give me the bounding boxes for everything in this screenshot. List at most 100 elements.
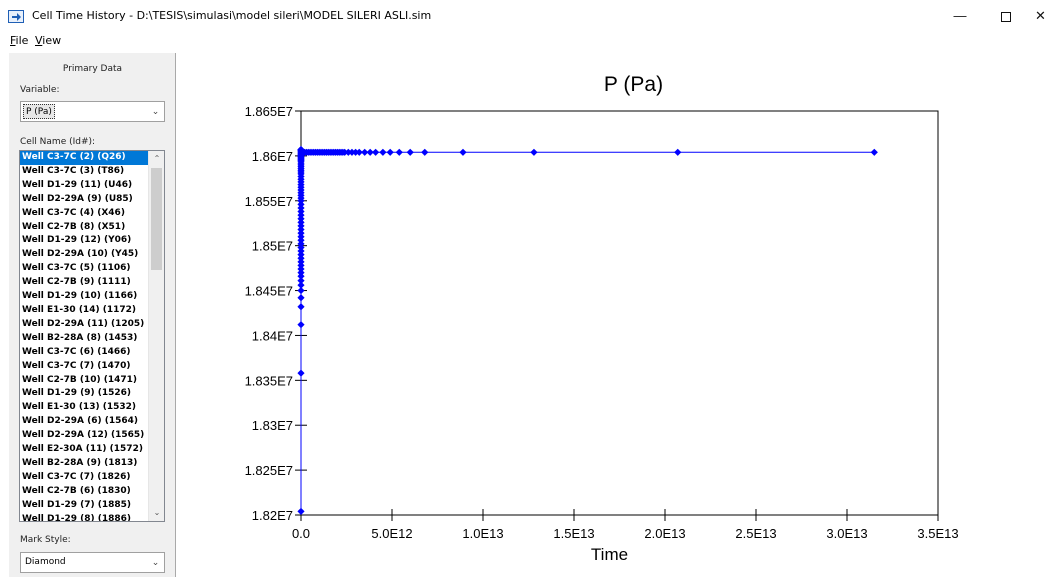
list-item[interactable]: Well B2-28A (9) (1813)	[22, 457, 138, 468]
window-title: Cell Time History - D:\TESIS\simulasi\mo…	[32, 9, 432, 22]
variable-select-value: P (Pa)	[23, 104, 55, 119]
list-item[interactable]: Well D2-29A (6) (1564)	[22, 416, 139, 427]
x-axis-label: Time	[591, 545, 628, 564]
list-item[interactable]: Well C3-7C (2) (Q26)	[20, 151, 149, 165]
y-tick-label: 1.84E7	[252, 328, 293, 343]
y-tick-label: 1.86E7	[252, 149, 293, 164]
series-line	[300, 147, 875, 512]
y-tick-label: 1.85E7	[252, 239, 293, 254]
list-item[interactable]: Well D1-29 (11) (U46)	[22, 179, 133, 190]
mark-style-select-value: Diamond	[25, 557, 66, 567]
data-point-diamond	[297, 277, 305, 285]
menu-view[interactable]: View	[35, 34, 61, 47]
list-item[interactable]: Well E1-30 (14) (1172)	[22, 304, 136, 315]
x-tick-label: 2.5E13	[735, 526, 776, 541]
list-item[interactable]: Well D1-29 (9) (1526)	[22, 388, 132, 399]
list-scrollbar[interactable]: ⌃ ⌄	[148, 151, 164, 521]
data-point-diamond	[406, 148, 414, 156]
y-tick-label: 1.835E7	[245, 373, 293, 388]
data-point-diamond	[355, 148, 363, 156]
y-tick-label: 1.82E7	[252, 508, 293, 523]
section-title: Primary Data	[62, 64, 123, 74]
list-item[interactable]: Well D2-29A (11) (1205)	[22, 318, 145, 329]
data-point-diamond	[297, 507, 305, 516]
list-item[interactable]: Well E1-30 (13) (1532)	[22, 402, 136, 413]
x-tick-label: 3.5E13	[917, 526, 958, 541]
list-item[interactable]: Well C2-7B (8) (X51)	[22, 221, 126, 232]
list-item[interactable]: Well D2-29A (10) (Y45)	[22, 249, 139, 260]
menu-view-label: iew	[42, 34, 62, 47]
x-tick-label: 5.0E12	[371, 526, 412, 541]
maximize-button[interactable]	[983, 0, 1029, 32]
data-point-diamond	[395, 148, 403, 156]
y-tick-label: 1.845E7	[245, 284, 293, 299]
menu-view-mnemonic: V	[35, 34, 43, 47]
list-item[interactable]: Well E2-30A (11) (1572)	[22, 444, 143, 455]
maximize-icon	[1001, 11, 1011, 22]
list-item[interactable]: Well D1-29 (10) (1166)	[22, 291, 138, 302]
cell-name-label: Cell Name (Id#):	[20, 137, 96, 147]
list-item[interactable]: Well C3-7C (7) (1826)	[22, 471, 131, 482]
cell-list-items: Well C3-7C (2) (Q26) Well C3-7C (3) (T86)…	[20, 151, 149, 522]
time-history-chart: P (Pa) 1.82E7 1.825E7 1.83E7 1.835E7 1.84E7 1.…	[176, 53, 1052, 577]
chart-svg: P (Pa) 1.82E7 1.825E7 1.83E7 1.835E7 1.84E7 1.…	[245, 73, 959, 564]
list-item[interactable]: Well D1-29 (12) (Y06)	[22, 235, 132, 246]
cell-name-list[interactable]: Well C3-7C (2) (Q26) Well C3-7C (3) (T86)…	[19, 150, 165, 522]
data-point-diamond	[297, 369, 305, 377]
mark-style-select[interactable]: Diamond ⌄	[20, 552, 165, 573]
list-item[interactable]: Well D2-29A (12) (1565)	[22, 430, 145, 441]
y-tick-label: 1.83E7	[252, 418, 293, 433]
menu-file-mnemonic: F	[10, 34, 16, 47]
x-tick-label: 0.0	[292, 526, 310, 541]
list-item[interactable]: Well C3-7C (5) (1106)	[22, 263, 131, 274]
scrollbar-thumb[interactable]	[151, 168, 162, 270]
y-tick-label: 1.855E7	[245, 194, 293, 209]
chevron-down-icon[interactable]: ⌄	[151, 557, 160, 567]
data-point-diamond	[379, 148, 387, 156]
list-item[interactable]: Well C3-7C (7) (1470)	[22, 360, 131, 371]
menu-bar: File View	[0, 33, 1052, 50]
data-point-diamond	[386, 148, 394, 156]
list-item[interactable]: Well C2-7B (10) (1471)	[22, 374, 138, 385]
data-point-diamond	[297, 321, 305, 329]
plot-frame	[300, 110, 939, 516]
list-item[interactable]: Well C2-7B (9) (1111)	[22, 277, 131, 288]
list-item[interactable]: Well C3-7C (6) (1466)	[22, 346, 131, 357]
list-item[interactable]: Well C3-7C (3) (T86)	[22, 165, 125, 176]
list-item[interactable]: Well D1-29 (8) (1886)	[22, 513, 132, 522]
variable-select[interactable]: P (Pa) ⌄	[20, 101, 165, 122]
minimize-button[interactable]: —	[953, 8, 967, 23]
data-point-diamond	[341, 148, 349, 156]
list-item[interactable]: Well C2-7B (6) (1830)	[22, 485, 131, 496]
data-point-diamond	[297, 303, 305, 311]
primary-data-panel: Primary Data Variable: P (Pa) ⌄ Cell Nam…	[9, 53, 176, 577]
x-tick-label: 1.5E13	[553, 526, 594, 541]
menu-file-label: ile	[15, 34, 29, 47]
scroll-down-icon[interactable]: ⌄	[153, 508, 161, 517]
title-bar: Cell Time History - D:\TESIS\simulasi\mo…	[0, 0, 1052, 32]
data-point-diamond	[674, 148, 682, 156]
close-button[interactable]: ✕	[1035, 8, 1046, 23]
y-tick-label: 1.825E7	[245, 463, 293, 478]
data-point-diamond	[372, 148, 380, 156]
list-item[interactable]: Well C3-7C (4) (X46)	[22, 207, 125, 218]
menu-file[interactable]: File	[10, 34, 28, 47]
variable-label: Variable:	[20, 85, 60, 95]
mark-style-label: Mark Style:	[20, 535, 71, 545]
app-icon	[8, 10, 24, 23]
data-point-diamond	[297, 294, 305, 302]
list-item[interactable]: Well B2-28A (8) (1453)	[22, 332, 138, 343]
y-tick-label: 1.865E7	[245, 104, 293, 119]
data-point-diamond	[870, 148, 878, 156]
data-point-diamond	[530, 148, 538, 156]
list-item[interactable]: Well D2-29A (9) (U85)	[22, 193, 133, 204]
data-point-diamond	[297, 286, 305, 295]
x-tick-label: 2.0E13	[644, 526, 685, 541]
list-item[interactable]: Well D1-29 (7) (1885)	[22, 499, 132, 510]
scroll-up-icon[interactable]: ⌃	[153, 154, 161, 163]
x-tick-label: 1.0E13	[462, 526, 503, 541]
chevron-down-icon[interactable]: ⌄	[151, 106, 160, 116]
data-point-diamond	[361, 148, 369, 156]
chart-title: P (Pa)	[604, 73, 663, 96]
data-point-diamond	[344, 148, 352, 156]
